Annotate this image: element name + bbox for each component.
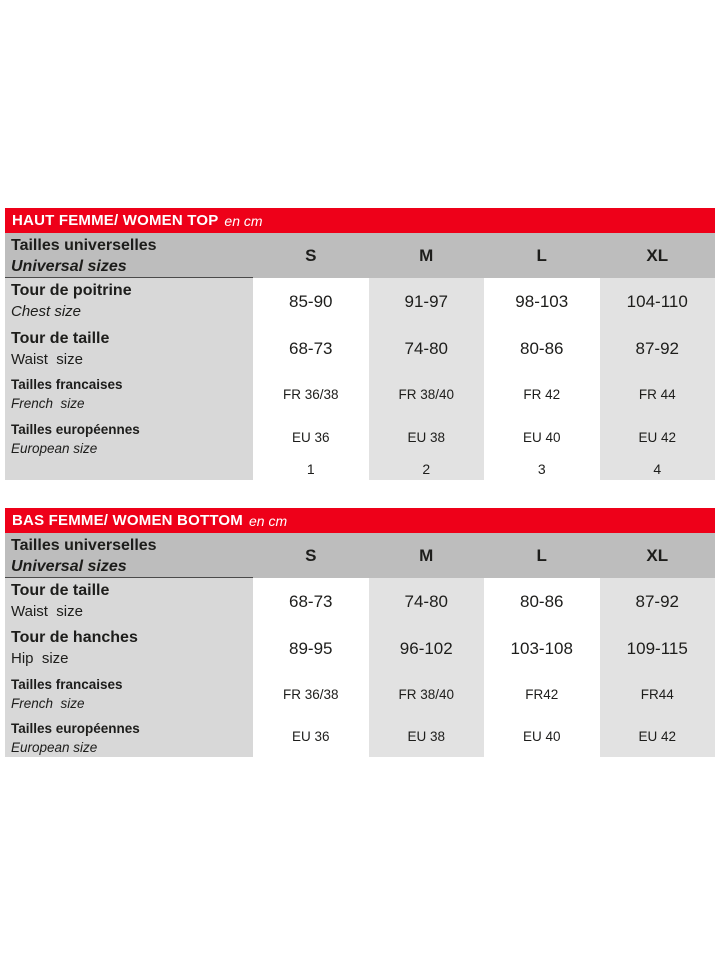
universal-sizes-fr: Tailles universelles xyxy=(11,537,157,554)
table-row-size-index: 1 2 3 4 xyxy=(5,457,715,480)
row-label-en: Waist size xyxy=(11,351,83,368)
row-label-en: European size xyxy=(11,740,98,755)
size-col-l: L xyxy=(484,533,600,579)
size-value-cell: FR 38/40 xyxy=(368,372,484,417)
size-value-cell: FR 36/38 xyxy=(253,372,369,417)
size-value-cell: EU 40 xyxy=(484,417,600,458)
size-value-cell: 74-80 xyxy=(368,578,484,625)
women-bottom-title-bar: BAS FEMME/ WOMEN BOTTOM en cm xyxy=(5,508,715,533)
table-row-french-size: Tailles francaises French size FR 36/38 … xyxy=(5,672,715,716)
women-top-size-table: HAUT FEMME/ WOMEN TOP en cm Tailles univ… xyxy=(5,208,715,480)
size-value-cell: 89-95 xyxy=(253,625,369,672)
table-row-waist: Tour de taille Waist size 68-73 74-80 80… xyxy=(5,578,715,625)
size-col-xl: XL xyxy=(599,533,715,579)
size-value-cell: 4 xyxy=(599,457,715,480)
size-value-cell: 3 xyxy=(484,457,600,480)
size-col-m: M xyxy=(368,233,484,279)
row-label: Tour de taille Waist size xyxy=(5,578,253,625)
size-col-s: S xyxy=(253,533,369,579)
size-col-l: L xyxy=(484,233,600,279)
row-label-en: European size xyxy=(11,441,98,456)
header-row: Tailles universelles Universal sizes S M… xyxy=(5,533,715,579)
row-label-en: French size xyxy=(11,696,85,711)
table-title: BAS FEMME/ WOMEN BOTTOM xyxy=(12,512,243,529)
row-label: Tailles européennes European size xyxy=(5,716,253,757)
size-value-cell: 98-103 xyxy=(484,278,600,326)
row-label: Tour de poitrine Chest size xyxy=(5,278,253,326)
size-value-cell: 87-92 xyxy=(599,326,715,372)
size-value-cell: EU 42 xyxy=(599,716,715,757)
row-label-en: Chest size xyxy=(11,303,82,320)
size-col-m: M xyxy=(368,533,484,579)
size-value-cell: 74-80 xyxy=(368,326,484,372)
size-col-xl: XL xyxy=(599,233,715,279)
table-title: HAUT FEMME/ WOMEN TOP xyxy=(12,212,219,229)
women-bottom-size-table: BAS FEMME/ WOMEN BOTTOM en cm Tailles un… xyxy=(5,508,715,757)
unit-label: en cm xyxy=(224,212,263,229)
size-value-cell: EU 38 xyxy=(368,417,484,458)
size-value-cell: 80-86 xyxy=(484,326,600,372)
size-value-cell: EU 36 xyxy=(253,716,369,757)
size-value-cell: FR44 xyxy=(599,672,715,716)
row-label-fr: Tour de taille xyxy=(11,582,110,599)
size-value-cell: EU 42 xyxy=(599,417,715,458)
size-col-s: S xyxy=(253,233,369,279)
row-label-fr: Tailles francaises xyxy=(11,377,123,392)
table-row-chest: Tour de poitrine Chest size 85-90 91-97 … xyxy=(5,278,715,326)
table-row-hip: Tour de hanches Hip size 89-95 96-102 10… xyxy=(5,625,715,672)
row-label-fr: Tailles européennes xyxy=(11,721,140,736)
size-value-cell: 2 xyxy=(368,457,484,480)
size-value-cell: 103-108 xyxy=(484,625,600,672)
size-value-cell: EU 38 xyxy=(368,716,484,757)
size-value-cell: FR 42 xyxy=(484,372,600,417)
table-row-waist: Tour de taille Waist size 68-73 74-80 80… xyxy=(5,326,715,372)
table-row-european-size: Tailles européennes European size EU 36 … xyxy=(5,716,715,757)
header-label-cell: Tailles universelles Universal sizes xyxy=(5,233,253,279)
universal-sizes-fr: Tailles universelles xyxy=(11,237,157,254)
row-label-fr: Tailles francaises xyxy=(11,677,123,692)
table-row-french-size: Tailles francaises French size FR 36/38 … xyxy=(5,372,715,417)
row-label-fr: Tour de poitrine xyxy=(11,282,132,299)
size-value-cell: 96-102 xyxy=(368,625,484,672)
size-value-cell: EU 40 xyxy=(484,716,600,757)
size-value-cell: 91-97 xyxy=(368,278,484,326)
row-label: Tailles européennes European size xyxy=(5,417,253,458)
size-value-cell: EU 36 xyxy=(253,417,369,458)
row-label: Tailles francaises French size xyxy=(5,372,253,417)
unit-label: en cm xyxy=(248,512,288,529)
size-value-cell: 68-73 xyxy=(253,578,369,625)
size-value-cell: 85-90 xyxy=(253,278,369,326)
row-label: Tailles francaises French size xyxy=(5,672,253,716)
universal-sizes-en: Universal sizes xyxy=(11,258,127,275)
row-label-fr: Tailles européennes xyxy=(11,422,140,437)
header-label-cell: Tailles universelles Universal sizes xyxy=(5,533,253,579)
row-label-fr: Tour de taille xyxy=(11,330,110,347)
size-value-cell: FR42 xyxy=(484,672,600,716)
size-value-cell: FR 38/40 xyxy=(368,672,484,716)
row-label-en: French size xyxy=(11,396,85,411)
universal-sizes-en: Universal sizes xyxy=(11,558,127,575)
row-label-en: Hip size xyxy=(11,650,69,667)
size-value-cell: FR 36/38 xyxy=(253,672,369,716)
table-row-european-size: Tailles européennes European size EU 36 … xyxy=(5,417,715,458)
size-value-cell: FR 44 xyxy=(599,372,715,417)
row-label-fr: Tour de hanches xyxy=(11,629,138,646)
header-row: Tailles universelles Universal sizes S M… xyxy=(5,233,715,279)
size-value-cell: 104-110 xyxy=(599,278,715,326)
size-value-cell: 68-73 xyxy=(253,326,369,372)
size-value-cell: 109-115 xyxy=(599,625,715,672)
women-top-title-bar: HAUT FEMME/ WOMEN TOP en cm xyxy=(5,208,715,233)
size-value-cell: 80-86 xyxy=(484,578,600,625)
size-value-cell: 87-92 xyxy=(599,578,715,625)
row-label-empty xyxy=(5,457,253,480)
row-label: Tour de taille Waist size xyxy=(5,326,253,372)
size-value-cell: 1 xyxy=(253,457,369,480)
row-label-en: Waist size xyxy=(11,603,83,620)
row-label: Tour de hanches Hip size xyxy=(5,625,253,672)
